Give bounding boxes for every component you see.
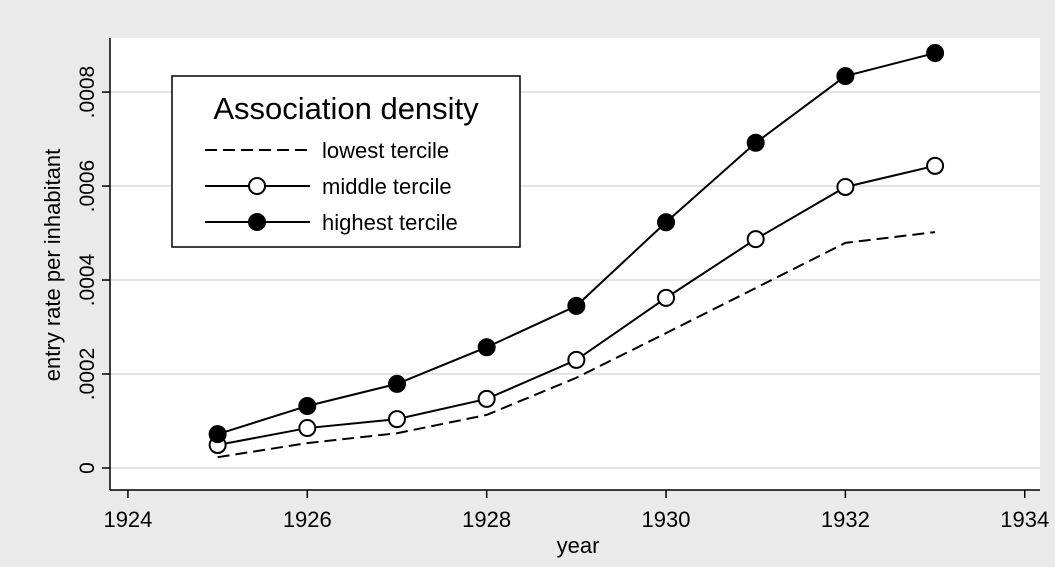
marker [657,213,676,232]
y-axis-label: entry rate per inhabitant [40,149,65,381]
marker [208,425,227,444]
x-tick-label: 1928 [462,507,511,532]
legend-marker [248,213,266,231]
marker [298,419,317,438]
y-tick-label: 0 [76,462,99,474]
marker [746,230,765,249]
x-axis-label: year [557,533,600,558]
marker [387,374,406,393]
legend-marker [248,177,266,195]
marker [746,133,765,152]
x-tick-label: 1930 [642,507,691,532]
legend-label: lowest tercile [322,138,449,163]
x-tick-label: 1926 [283,507,332,532]
y-tick-label: .0006 [76,160,99,213]
x-tick-label: 1924 [103,507,152,532]
y-tick-label: .0004 [76,253,99,306]
series-line [217,231,936,459]
legend-title: Association density [213,91,479,126]
marker [657,288,676,307]
legend-label: highest tercile [322,210,458,235]
marker [298,396,317,415]
legend-label: middle tercile [322,174,452,199]
x-tick-label: 1934 [1000,507,1049,532]
marker [836,67,855,86]
marker [567,350,586,369]
y-tick-label: .0008 [76,66,99,119]
marker [836,177,855,196]
marker [477,338,496,357]
x-tick-label: 1932 [821,507,870,532]
marker [567,296,586,315]
y-tick-label: .0002 [76,348,99,401]
marker [926,156,945,175]
legend-box [171,75,521,248]
marker [387,410,406,429]
marker [477,389,496,408]
marker [926,44,945,63]
